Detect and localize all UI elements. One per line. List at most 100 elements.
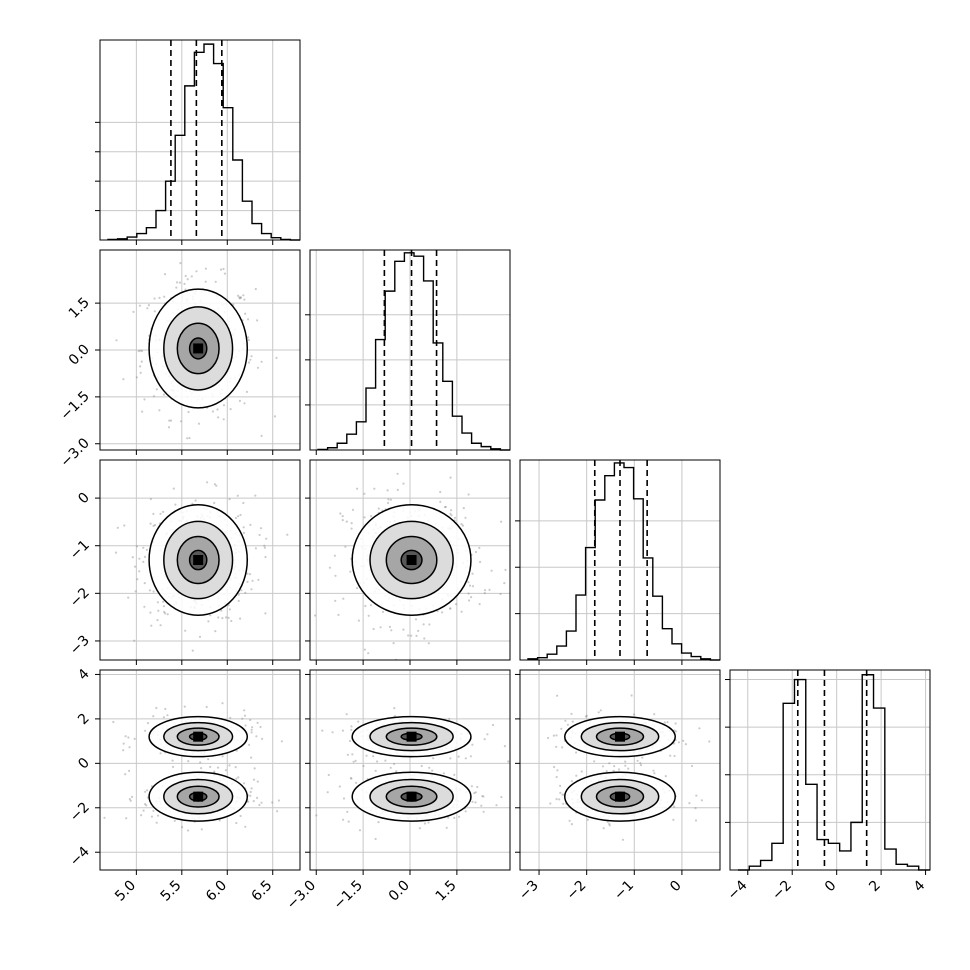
scatter-point (221, 617, 224, 620)
scatter-point (673, 754, 676, 758)
scatter-point (464, 516, 467, 519)
scatter-point (482, 795, 485, 798)
scatter-point (247, 800, 250, 803)
scatter-point (256, 721, 259, 725)
scatter-point (225, 616, 228, 619)
joint-panel-1-0 (95, 249, 301, 455)
scatter-point (176, 281, 179, 284)
scatter-point (420, 764, 423, 768)
scatter-point (149, 497, 152, 501)
scatter-point (238, 296, 241, 299)
scatter-point (346, 753, 349, 756)
scatter-point (163, 273, 167, 276)
scatter-point (350, 777, 353, 780)
x-tick-label: 5.0 (112, 878, 139, 905)
scatter-point (457, 755, 460, 758)
scatter-layer (310, 472, 507, 660)
joint-panel-frame (99, 459, 301, 661)
scatter-point (442, 772, 445, 775)
scatter-point (143, 582, 146, 585)
scatter-point (259, 527, 263, 530)
scatter-point (242, 294, 245, 297)
x-tick-label: −4 (725, 877, 751, 903)
scatter-point (228, 498, 231, 501)
scatter-point (474, 801, 477, 804)
scatter-point (393, 707, 396, 710)
scatter-point (236, 494, 239, 497)
density-peak (193, 555, 204, 565)
scatter-point (418, 827, 421, 830)
scatter-point (348, 739, 352, 743)
scatter-point (561, 793, 564, 796)
scatter-point (392, 642, 395, 645)
scatter-point (146, 789, 149, 792)
scatter-point (127, 596, 130, 599)
scatter-point (507, 760, 510, 763)
scatter-point (251, 579, 254, 582)
scatter-point (163, 610, 166, 614)
scatter-point (103, 816, 106, 819)
scatter-point (197, 422, 201, 425)
scatter-point (127, 736, 130, 739)
scatter-point (402, 628, 405, 631)
scatter-point (128, 769, 131, 773)
joint-panel-2-1 (305, 459, 511, 665)
scatter-point (222, 418, 225, 421)
scatter-point (142, 560, 145, 564)
scatter-point (624, 760, 627, 763)
scatter-point (483, 738, 486, 741)
scatter-point (351, 753, 354, 756)
scatter-point (422, 623, 425, 626)
scatter-point (351, 508, 355, 511)
scatter-point (140, 360, 143, 363)
scatter-point (453, 773, 456, 777)
scatter-point (624, 764, 627, 767)
scatter-point (441, 611, 444, 614)
scatter-point (503, 745, 506, 748)
scatter-point (555, 775, 558, 779)
histogram-step-0 (107, 43, 300, 241)
x-tick-label: 1.5 (433, 878, 460, 905)
scatter-point (395, 770, 398, 773)
scatter-point (447, 816, 450, 819)
scatter-point (345, 520, 348, 523)
scatter-point (653, 772, 656, 775)
scatter-point (249, 523, 252, 527)
scatter-point (450, 509, 453, 512)
scatter-point (673, 805, 676, 808)
scatter-point (260, 360, 263, 363)
scatter-point (355, 781, 358, 785)
scatter-point (222, 404, 226, 407)
scatter-point (123, 524, 126, 527)
scatter-point (142, 809, 145, 812)
scatter-point (350, 527, 353, 530)
scatter-point (453, 816, 456, 820)
x-tick-label: 6.5 (248, 878, 275, 905)
scatter-point (372, 627, 375, 631)
scatter-point (414, 618, 418, 621)
scatter-point (254, 287, 257, 291)
scatter-point (122, 378, 125, 381)
scatter-point (186, 437, 189, 440)
scatter-point (237, 593, 240, 596)
scatter-point (188, 436, 191, 440)
scatter-point (156, 814, 160, 817)
scatter-point (148, 589, 151, 592)
scatter-point (245, 390, 249, 393)
scatter-point (341, 519, 344, 522)
scatter-point (575, 751, 578, 754)
scatter-point (260, 434, 263, 437)
scatter-point (116, 526, 119, 529)
x-tick-label: 0 (822, 878, 840, 896)
scatter-point (167, 426, 171, 429)
scatter-point (674, 730, 678, 733)
scatter-point (695, 794, 698, 797)
scatter-point (363, 648, 366, 651)
scatter-point (339, 512, 342, 515)
scatter-point (142, 546, 145, 549)
joint-panel-3-0 (95, 669, 301, 875)
scatter-point (389, 766, 392, 769)
scatter-point (155, 706, 158, 710)
scatter-point (585, 714, 588, 717)
scatter-point (237, 599, 240, 603)
